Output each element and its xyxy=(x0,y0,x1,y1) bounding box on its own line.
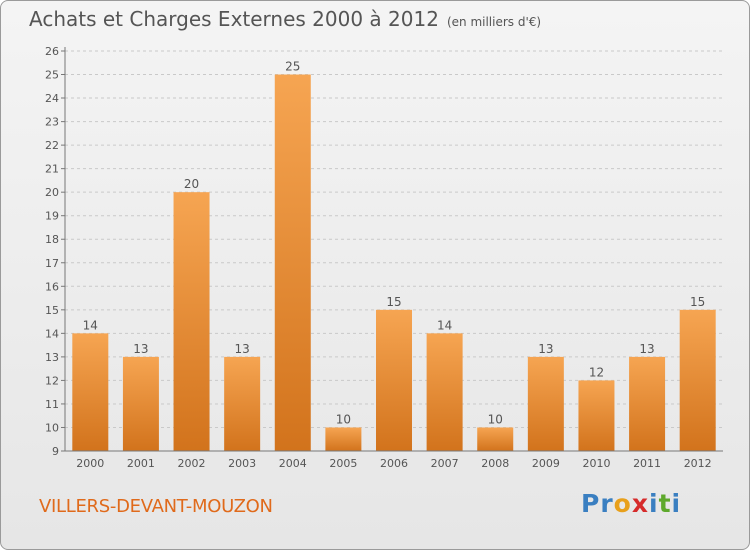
bar-value-label: 10 xyxy=(488,412,503,426)
x-tick-label: 2010 xyxy=(582,457,610,470)
bar-2010 xyxy=(578,380,615,451)
x-tick-label: 2011 xyxy=(633,457,661,470)
y-tick-label: 24 xyxy=(45,92,59,105)
bar-value-label: 15 xyxy=(386,295,401,309)
x-tick-label: 2002 xyxy=(178,457,206,470)
bar-2002 xyxy=(173,192,210,452)
y-tick-label: 9 xyxy=(52,445,59,458)
x-tick-label: 2009 xyxy=(532,457,560,470)
bar-value-label: 25 xyxy=(285,60,300,74)
title-text: Achats et Charges Externes 2000 à 2012 xyxy=(29,7,439,31)
bar-2004 xyxy=(274,74,311,451)
x-tick-label: 2005 xyxy=(329,457,357,470)
proxiti-logo[interactable]: Proxiti xyxy=(581,489,681,518)
y-tick-label: 17 xyxy=(45,257,59,270)
bar-2008 xyxy=(477,427,514,451)
x-tick-label: 2008 xyxy=(481,457,509,470)
logo-letter: r xyxy=(600,489,614,518)
x-axis: 2000 2001 2002 2003 2004 2005 2006 2007 2008 2009… xyxy=(65,450,723,470)
y-tick-label: 22 xyxy=(45,139,59,152)
bar-2000 xyxy=(72,333,109,451)
bar-value-label: 12 xyxy=(589,365,604,379)
y-tick-label: 21 xyxy=(45,163,59,176)
logo-letter: o xyxy=(613,489,632,518)
logo-letter: P xyxy=(581,489,601,518)
bar-2005 xyxy=(325,427,362,451)
y-tick-label: 12 xyxy=(45,374,59,387)
x-tick-label: 2012 xyxy=(684,457,712,470)
y-tick-label: 14 xyxy=(45,327,59,340)
bar-value-label: 10 xyxy=(336,412,351,426)
bar-value-label: 20 xyxy=(184,177,199,191)
x-tick-label: 2004 xyxy=(279,457,307,470)
y-axis: 9 10 11 12 13 14 15 16 17 18 19 20 21 22 23 24 25 26 xyxy=(45,45,66,458)
bar-2007 xyxy=(426,333,463,451)
bar-2011 xyxy=(629,356,666,451)
y-tick-label: 18 xyxy=(45,233,59,246)
y-tick-label: 11 xyxy=(45,398,59,411)
bars: 14 13 20 13 25 10 15 14 10 13 12 13 15 xyxy=(72,60,716,452)
commune-name: VILLERS-DEVANT-MOUZON xyxy=(39,496,273,517)
y-tick-label: 13 xyxy=(45,351,59,364)
y-tick-label: 25 xyxy=(45,69,59,82)
bar-2006 xyxy=(376,309,412,451)
x-tick-label: 2001 xyxy=(127,457,155,470)
logo-letter: i xyxy=(649,489,659,518)
logo-letter: i xyxy=(671,489,682,518)
y-tick-label: 20 xyxy=(45,186,59,199)
bar-value-label: 13 xyxy=(235,342,250,356)
bar-value-label: 13 xyxy=(133,342,148,356)
y-tick-label: 16 xyxy=(45,280,59,293)
y-tick-label: 26 xyxy=(45,45,59,58)
x-tick-label: 2007 xyxy=(431,457,459,470)
bar-value-label: 13 xyxy=(538,342,553,356)
logo-letter: t xyxy=(658,489,672,518)
y-tick-label: 19 xyxy=(45,210,59,223)
chart-subtitle: (en milliers d'€) xyxy=(446,15,542,29)
chart-title: Achats et Charges Externes 2000 à 2012 (e… xyxy=(29,7,541,31)
y-tick-label: 10 xyxy=(45,421,59,434)
x-tick-label: 2006 xyxy=(380,457,408,470)
bar-value-label: 15 xyxy=(690,295,705,309)
bar-value-label: 14 xyxy=(83,318,98,332)
bar-value-label: 14 xyxy=(437,318,452,332)
bar-2003 xyxy=(224,356,261,451)
x-tick-label: 2003 xyxy=(228,457,256,470)
bar-2012 xyxy=(679,309,716,451)
y-tick-label: 23 xyxy=(45,116,59,129)
bar-2001 xyxy=(122,356,159,451)
x-tick-label: 2000 xyxy=(76,457,104,470)
y-tick-label: 15 xyxy=(45,304,59,317)
logo-letter: x xyxy=(631,489,649,518)
bar-value-label: 13 xyxy=(639,342,654,356)
bar-2009 xyxy=(527,356,564,451)
